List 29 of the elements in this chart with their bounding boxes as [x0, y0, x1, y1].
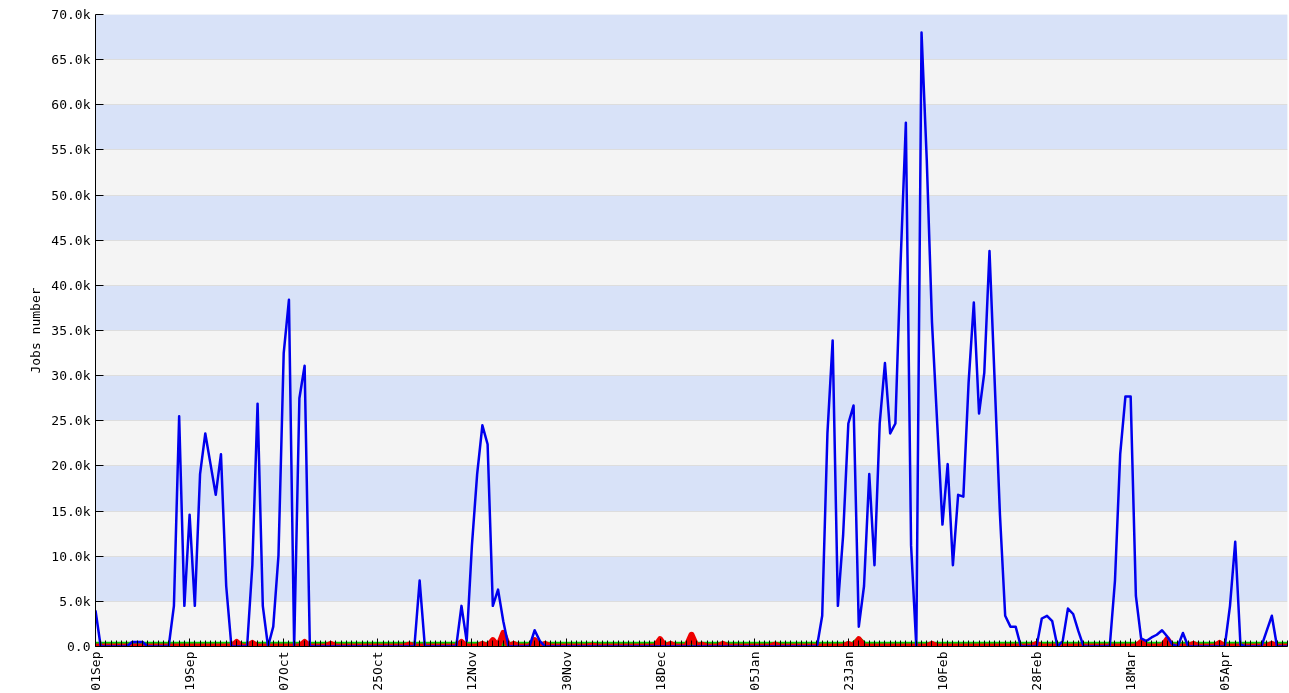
- x-tick-label: 30Nov: [558, 651, 574, 691]
- y-tick-label: 40.0k: [51, 277, 91, 293]
- y-tick-label: 65.0k: [51, 52, 91, 68]
- y-tick-label: 25.0k: [51, 413, 91, 429]
- y-tick-label: 5.0k: [59, 593, 91, 609]
- y-tick-label: 60.0k: [51, 97, 91, 113]
- x-tick-label: 28Feb: [1029, 651, 1045, 691]
- y-tick-label: 20.0k: [51, 458, 91, 474]
- y-tick-label: 0.0: [67, 639, 91, 654]
- y-tick-label: 30.0k: [51, 368, 91, 384]
- y-tick-label: 15.0k: [51, 503, 91, 519]
- y-tick-label: 35.0k: [51, 323, 91, 338]
- y-tick-label: 50.0k: [51, 187, 91, 203]
- y-tick-label: 55.0k: [51, 142, 91, 158]
- x-tick-label: 12Nov: [464, 651, 480, 691]
- y-tick-label: 10.0k: [51, 548, 91, 564]
- y-tick-label: 70.0k: [51, 7, 91, 22]
- y-tick-label: 45.0k: [51, 232, 91, 248]
- x-tick-label: 05Jan: [746, 651, 762, 691]
- x-tick-label: 07Oct: [276, 651, 292, 691]
- y-axis-title: Jobs number: [28, 287, 44, 374]
- x-tick-label: 18Mar: [1123, 651, 1139, 691]
- x-tick-label: 25Oct: [370, 651, 386, 691]
- x-tick-label: 10Feb: [934, 651, 950, 691]
- x-tick-label: 19Sep: [182, 651, 198, 691]
- x-tick-label: 05Apr: [1217, 651, 1233, 691]
- x-tick-label: 01Sep: [88, 651, 103, 691]
- x-tick-label: 23Jan: [840, 651, 856, 691]
- x-tick-label: 18Dec: [652, 651, 668, 691]
